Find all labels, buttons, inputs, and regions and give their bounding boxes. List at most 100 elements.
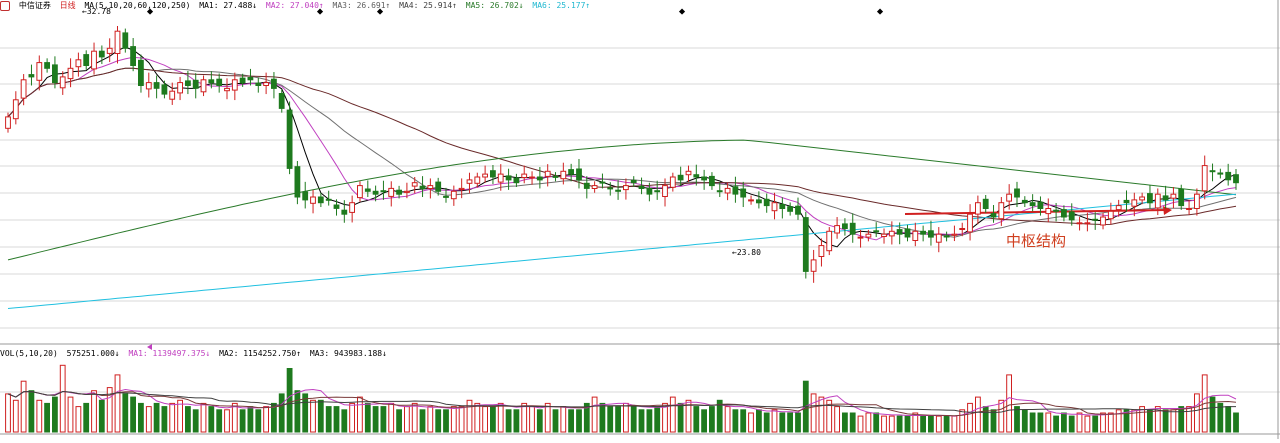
volume-bar-up (1186, 406, 1192, 433)
volume-bar-down (1123, 409, 1130, 433)
volume-bar-down (122, 393, 129, 433)
ma4-value: MA4: 25.914↑ (399, 1, 457, 10)
candle-up (1154, 193, 1161, 209)
candle-up (623, 185, 629, 191)
candle-down (364, 188, 371, 192)
volume-bar-down (873, 412, 880, 433)
candle-up (748, 199, 754, 202)
volume-bar-up (959, 409, 966, 433)
volume-bar-up (560, 406, 567, 433)
candle-up (1170, 193, 1177, 199)
candle-down (779, 204, 786, 209)
candle-down (630, 179, 637, 184)
volume-bar-down (732, 409, 739, 433)
ma60-line (7, 67, 1237, 226)
ma2-value: MA2: 27.040↑ (265, 1, 324, 10)
volume-bar-down (1053, 415, 1059, 433)
candle-down (787, 206, 794, 212)
candle-down (1209, 170, 1216, 173)
volume-bar-down (513, 409, 520, 433)
candle-down (1092, 218, 1099, 221)
candle-down (380, 190, 387, 193)
candle-up (771, 202, 778, 212)
candle-down (1053, 209, 1059, 212)
volume-bar-up (857, 415, 864, 433)
candle-down (294, 166, 301, 198)
candle-up (967, 213, 973, 233)
volume-bar-up (998, 399, 1005, 433)
candle-up (912, 230, 919, 242)
volume-bar-down (1029, 412, 1036, 433)
candle-up (450, 190, 457, 200)
vol-ma1-value: MA1: 1139497.375↓ (128, 349, 211, 358)
candle-down (372, 190, 379, 195)
candle-down (646, 187, 653, 195)
volume-bar-up (106, 387, 113, 433)
volume-bar-up (75, 406, 82, 433)
volume-bar-down (333, 406, 340, 433)
volume-bar-up (591, 396, 598, 433)
candle-down (904, 228, 911, 238)
candle-down (44, 62, 51, 69)
volume-bar-up (482, 406, 489, 433)
candle-down (1021, 199, 1028, 204)
candle-up (881, 233, 887, 237)
volume-bar-down (1162, 409, 1169, 433)
vol-ma3-value: MA3: 943983.188↓ (309, 349, 387, 358)
candle-up (826, 230, 833, 252)
candle-down (98, 50, 105, 58)
candle-up (263, 82, 270, 86)
candle-up (529, 176, 535, 179)
candle-down (849, 222, 856, 235)
volume-bar-down (576, 409, 582, 433)
candle-up (724, 187, 731, 194)
candle-up (411, 182, 418, 187)
candle-down (552, 175, 559, 178)
candle-down (505, 175, 512, 181)
candle-up (12, 99, 19, 120)
volume-bar-down (1061, 412, 1067, 433)
volume-bar-down (1217, 402, 1224, 433)
candle-up (1186, 208, 1192, 210)
candle-up (998, 202, 1005, 220)
volume-bar-down (1068, 415, 1075, 433)
volume-bar-up (1006, 374, 1013, 433)
volume-bar-down (505, 409, 512, 433)
volume-bar-down (756, 409, 762, 433)
volume-bar-up (521, 402, 528, 433)
volume-bar-down (920, 415, 927, 433)
volume-bar-down (98, 399, 105, 433)
candle-down (83, 54, 90, 66)
volume-bar-up (544, 402, 551, 433)
high-price-label: ←32.78 (82, 7, 111, 16)
volume-bar-down (192, 409, 199, 433)
volume-bar-down (490, 406, 496, 433)
candle-up (169, 90, 176, 100)
candle-up (888, 230, 895, 237)
volume-bar-down (247, 406, 254, 433)
volume-bar-down (677, 402, 684, 433)
volume-bar-down (693, 406, 700, 433)
ma250-line (7, 193, 1237, 309)
candle-down (435, 181, 442, 192)
volume-bar-down (153, 402, 160, 433)
candle-down (490, 170, 496, 178)
candle-down (1162, 195, 1169, 201)
stock-name[interactable]: 中信证券 (18, 1, 51, 10)
candle-up (544, 170, 551, 177)
candle-down (302, 191, 309, 201)
candle-up (935, 233, 942, 243)
candle-down (943, 235, 950, 238)
ma120-line (7, 139, 1237, 261)
volume-bar-down (185, 406, 191, 433)
candle-down (325, 198, 332, 201)
volume-bar-down (763, 412, 770, 433)
volume-bar-down (44, 402, 51, 433)
candle-up (177, 82, 183, 94)
volume-bar-up (685, 399, 692, 433)
volume-bar-up (1115, 409, 1122, 433)
volume-bar-up (310, 399, 316, 433)
period-label[interactable]: 日线 (59, 1, 76, 10)
